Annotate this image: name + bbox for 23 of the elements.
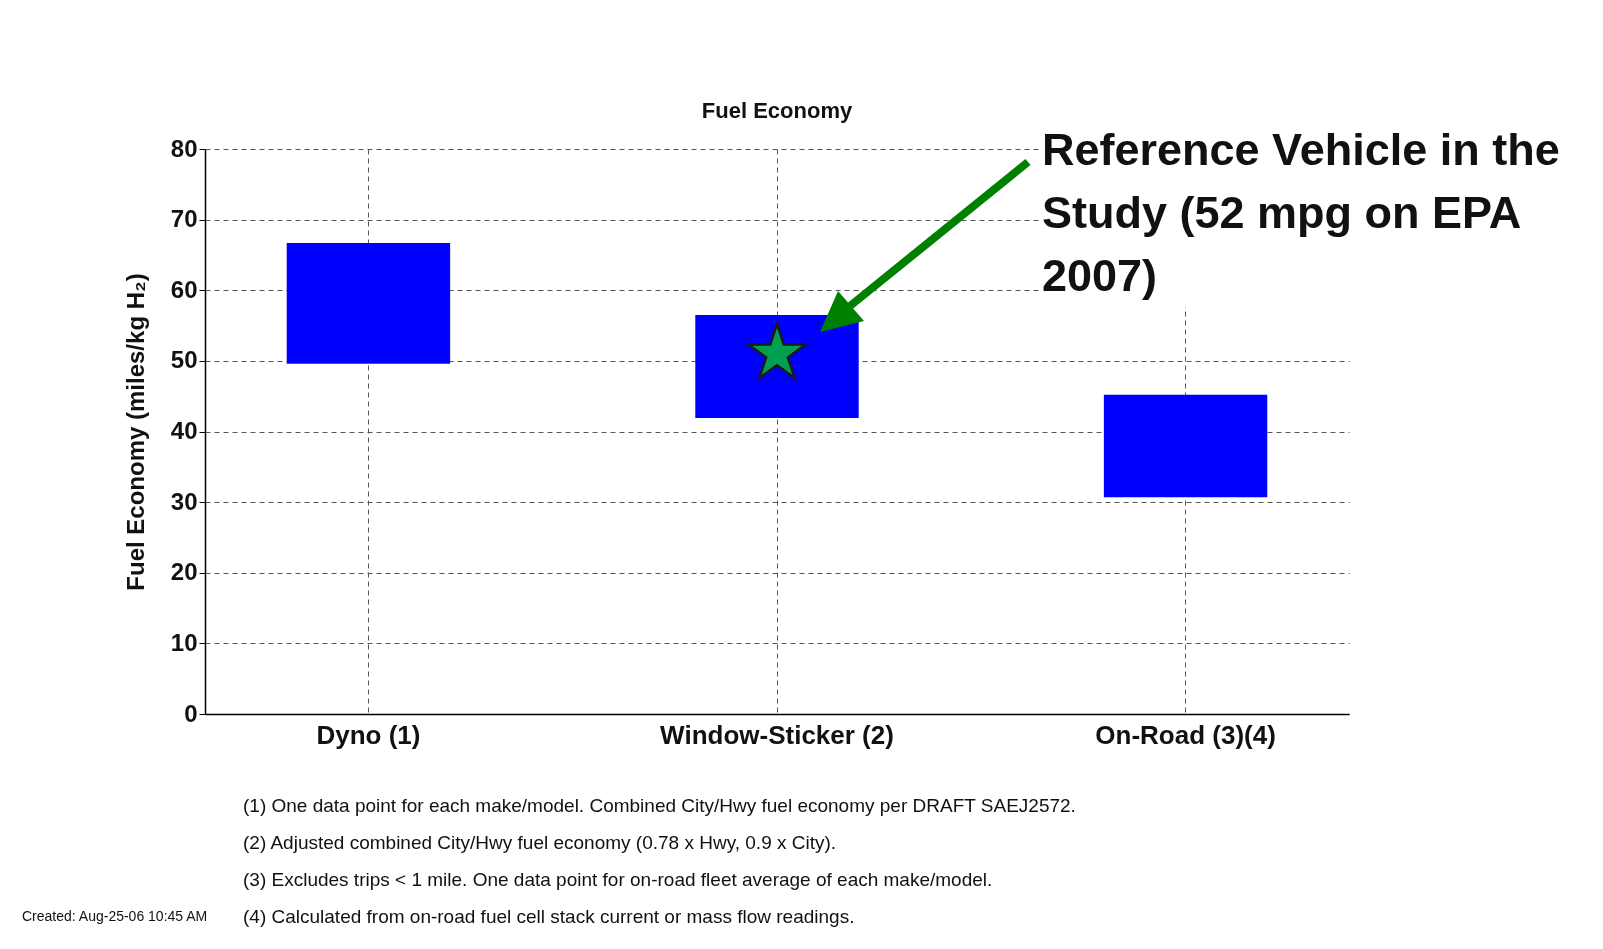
y-tick-label: 60 <box>170 275 198 303</box>
bar <box>1103 394 1268 498</box>
bar <box>286 242 451 364</box>
annotation: Reference Vehicle in the Study (52 mpg on EPA 2007) <box>1042 118 1597 307</box>
text: (4) Calculated from on-road fuel cell stack current or mass flow readings. <box>243 906 855 928</box>
chart-title: Fuel Economy <box>701 98 853 123</box>
text: (2) Adjusted combined City/Hwy fuel economy (0.78 x Hwy, 0.9 x City). <box>243 832 837 854</box>
x-tick-label: Dyno (1) <box>316 719 421 750</box>
y-tick-label: 40 <box>170 417 198 444</box>
y-tick-label: 50 <box>170 346 198 374</box>
y-tick-label: 80 <box>170 134 198 162</box>
y-tick-label: 30 <box>170 487 198 515</box>
x-tick-label: On-Road (3)(4) <box>1095 719 1276 750</box>
y-tick-label: 20 <box>170 558 198 586</box>
x-tick-label: Window-Sticker (2) <box>660 719 894 750</box>
y-tick-label: 10 <box>170 628 198 656</box>
bar <box>695 314 859 419</box>
text: (3) Excludes trips < 1 mile. One data point for on-road fleet average of each make/model. <box>243 869 993 891</box>
text: (1) One data point for each make/model. Combined City/Hwy fuel economy per DRAFT SAEJ2572. <box>243 795 1076 817</box>
text: Created: Aug-25-06 10:45 AM <box>22 908 208 924</box>
y-tick-label: 70 <box>170 205 198 233</box>
y-tick-label: 0 <box>184 699 198 727</box>
y-axis-title: Fuel Economy (miles/kg H₂) <box>121 273 149 591</box>
